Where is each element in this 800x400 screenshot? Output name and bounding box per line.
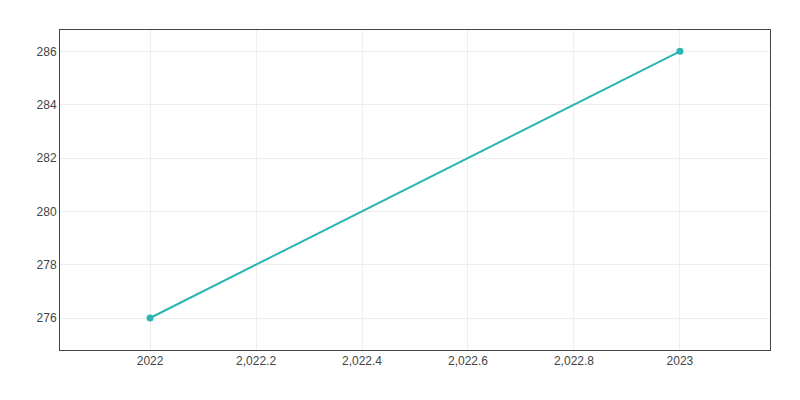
svg-text:286: 286: [37, 45, 57, 59]
svg-text:2023: 2023: [667, 354, 694, 368]
svg-text:2,022.8: 2,022.8: [554, 354, 594, 368]
svg-text:276: 276: [37, 311, 57, 325]
svg-text:278: 278: [37, 258, 57, 272]
svg-text:2022: 2022: [137, 354, 164, 368]
svg-text:2,022.2: 2,022.2: [236, 354, 276, 368]
svg-text:2,022.6: 2,022.6: [448, 354, 488, 368]
svg-text:282: 282: [37, 151, 57, 165]
svg-text:284: 284: [37, 98, 57, 112]
svg-text:280: 280: [37, 205, 57, 219]
svg-text:2,022.4: 2,022.4: [342, 354, 382, 368]
